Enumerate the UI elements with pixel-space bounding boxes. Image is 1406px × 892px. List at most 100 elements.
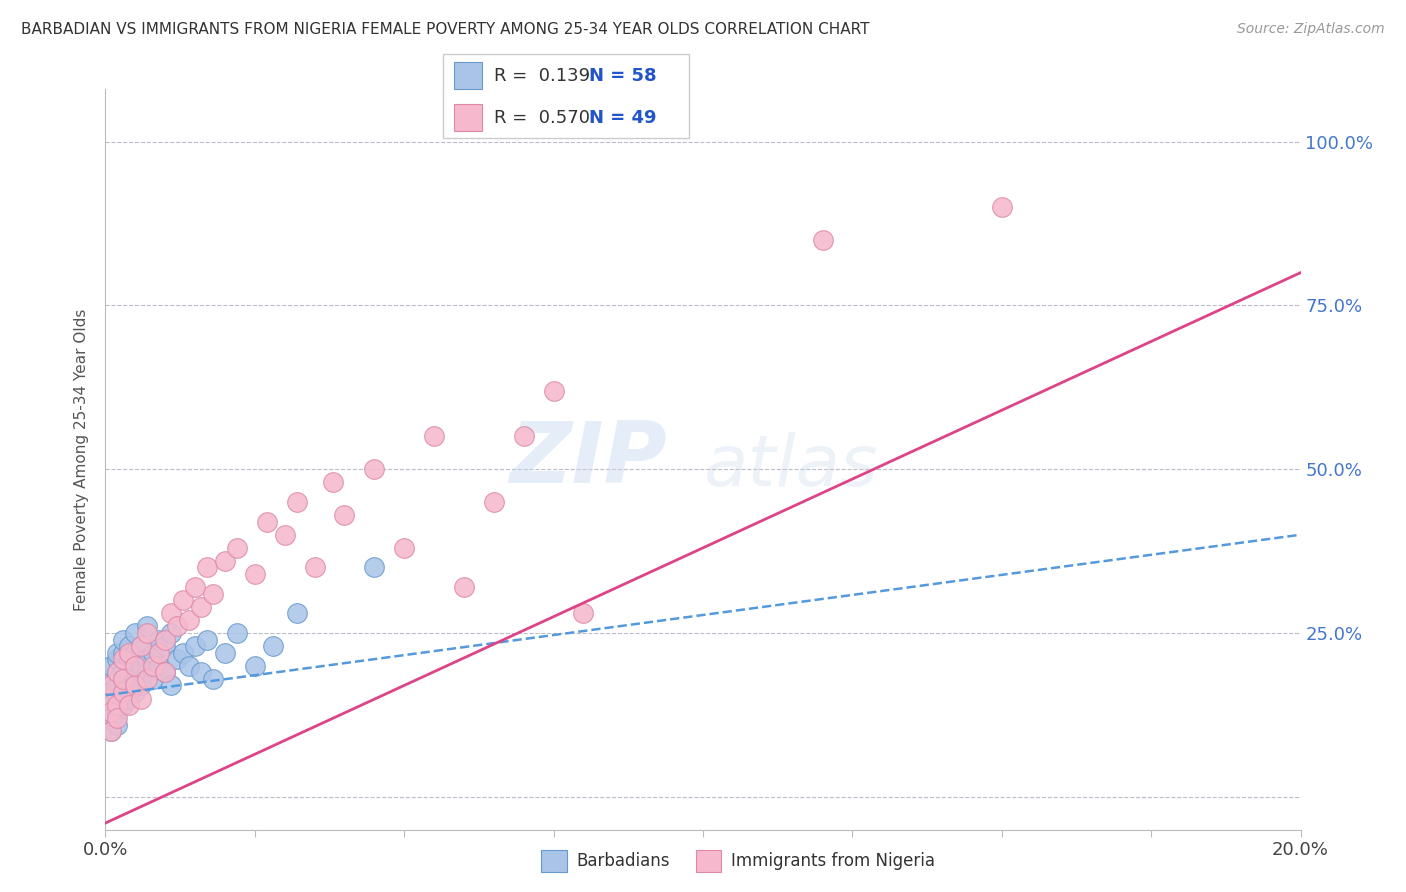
Point [172, 646, 194, 660]
Point [155, 639, 177, 653]
Point [184, 580, 207, 594]
Point [190, 599, 212, 614]
Text: atlas: atlas [703, 433, 877, 501]
Point [107, 652, 129, 666]
Point [142, 658, 165, 673]
Point [118, 698, 141, 712]
Point [160, 607, 183, 621]
Text: Immigrants from Nigeria: Immigrants from Nigeria [731, 852, 935, 871]
Point [118, 652, 141, 666]
Point [177, 658, 201, 673]
Point [118, 639, 141, 653]
Point [394, 541, 416, 555]
Point [112, 658, 135, 673]
Point [142, 672, 165, 686]
Point [214, 554, 236, 568]
Point [100, 698, 122, 712]
Point [155, 665, 177, 680]
Point [124, 685, 146, 699]
Point [148, 632, 170, 647]
Point [155, 632, 177, 647]
Point [321, 475, 344, 490]
Text: Barbadians: Barbadians [576, 852, 671, 871]
Point [482, 495, 505, 509]
Point [118, 678, 141, 692]
Point [256, 515, 278, 529]
Point [107, 678, 129, 692]
Point [160, 626, 183, 640]
Point [136, 626, 159, 640]
Point [184, 639, 207, 653]
Point [136, 619, 159, 633]
Point [243, 658, 266, 673]
Point [112, 672, 135, 686]
Point [107, 691, 129, 706]
Point [148, 658, 170, 673]
Text: R =  0.570: R = 0.570 [494, 109, 589, 127]
Point [363, 462, 385, 476]
Point [160, 678, 183, 692]
Point [124, 658, 146, 673]
Point [243, 567, 266, 582]
Point [100, 658, 122, 673]
Point [285, 495, 308, 509]
Point [97, 678, 120, 692]
Point [155, 665, 177, 680]
Point [118, 665, 141, 680]
Point [112, 685, 135, 699]
Point [100, 672, 122, 686]
Point [100, 724, 122, 739]
Point [129, 678, 153, 692]
Point [107, 646, 129, 660]
Point [100, 705, 122, 719]
Point [112, 685, 135, 699]
Point [811, 233, 834, 247]
Point [202, 587, 225, 601]
Point [129, 639, 153, 653]
Point [129, 691, 153, 706]
Point [112, 632, 135, 647]
Point [423, 429, 446, 443]
Point [112, 652, 135, 666]
Point [107, 665, 129, 680]
Point [97, 691, 120, 706]
Point [273, 527, 295, 541]
Point [100, 711, 122, 725]
Point [333, 508, 356, 522]
Point [118, 646, 141, 660]
Point [172, 593, 194, 607]
Point [112, 646, 135, 660]
Point [195, 632, 218, 647]
Point [100, 685, 122, 699]
Point [225, 541, 249, 555]
Point [129, 639, 153, 653]
Point [195, 560, 218, 574]
Point [107, 717, 129, 731]
Text: N = 58: N = 58 [589, 67, 657, 85]
Point [136, 672, 159, 686]
Point [285, 607, 308, 621]
Point [363, 560, 385, 574]
Point [202, 672, 225, 686]
Point [142, 646, 165, 660]
Point [107, 705, 129, 719]
Point [97, 698, 120, 712]
Point [177, 613, 201, 627]
Point [107, 665, 129, 680]
Point [225, 626, 249, 640]
Point [124, 672, 146, 686]
Point [118, 691, 141, 706]
Point [166, 619, 188, 633]
Point [262, 639, 284, 653]
Text: BARBADIAN VS IMMIGRANTS FROM NIGERIA FEMALE POVERTY AMONG 25-34 YEAR OLDS CORREL: BARBADIAN VS IMMIGRANTS FROM NIGERIA FEM… [21, 22, 869, 37]
Point [112, 665, 135, 680]
Y-axis label: Female Poverty Among 25-34 Year Olds: Female Poverty Among 25-34 Year Olds [75, 309, 90, 610]
Point [136, 665, 159, 680]
Text: R =  0.139: R = 0.139 [494, 67, 589, 85]
Point [100, 678, 122, 692]
Point [107, 698, 129, 712]
Point [543, 384, 565, 398]
Point [136, 652, 159, 666]
Point [107, 711, 129, 725]
Point [166, 652, 188, 666]
